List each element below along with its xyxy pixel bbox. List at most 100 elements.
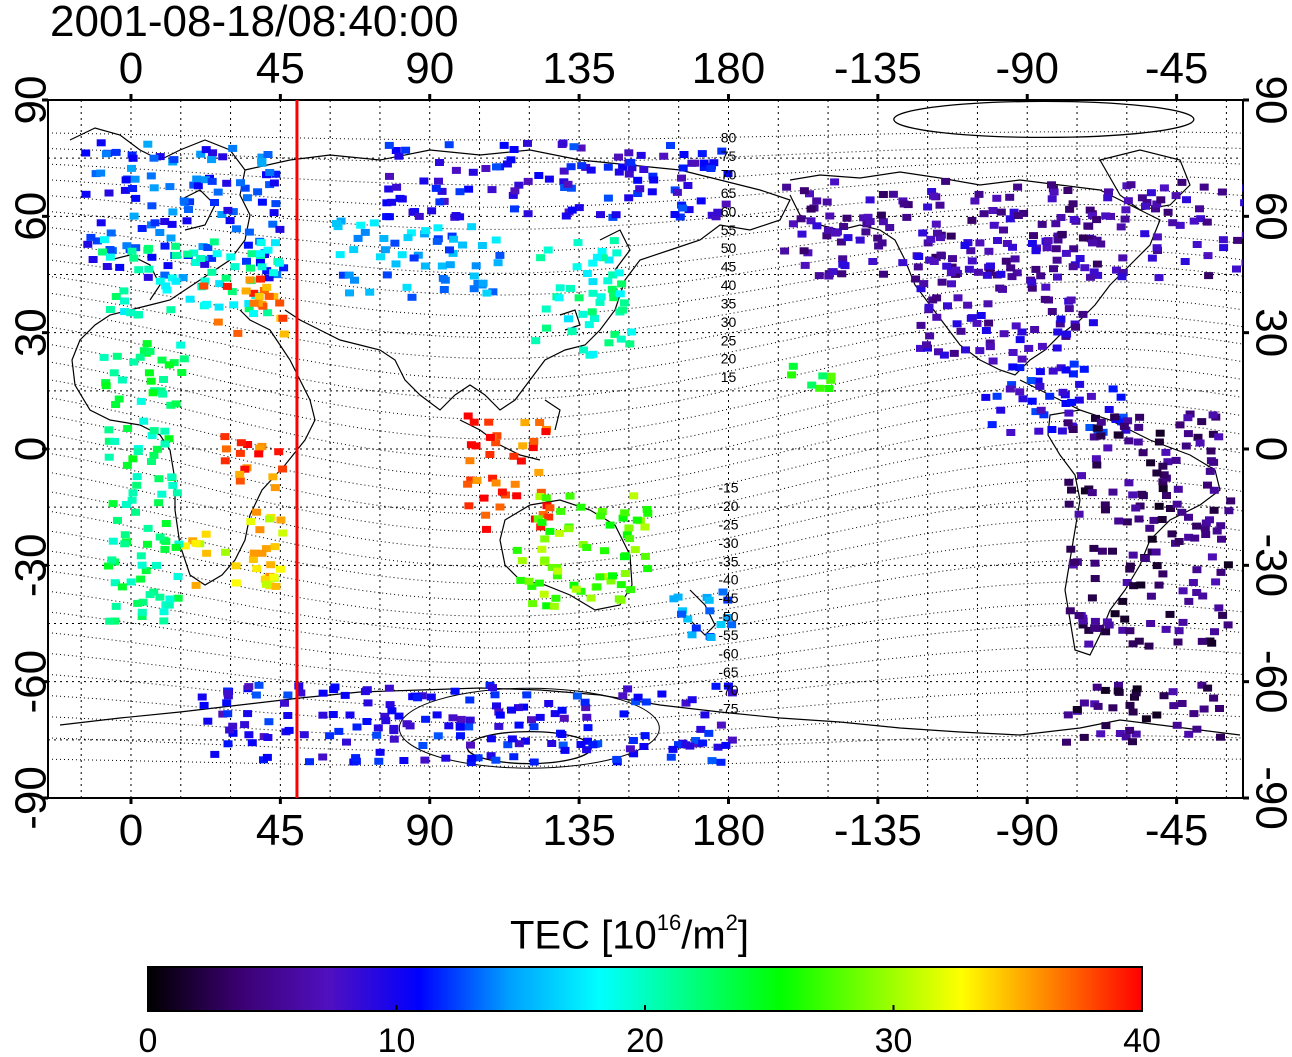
tec-cell <box>624 194 634 202</box>
tec-cell <box>1036 272 1046 280</box>
tec-cell <box>196 255 206 262</box>
tec-cell <box>228 722 238 730</box>
tec-cell <box>576 587 586 595</box>
tec-cell <box>523 177 533 185</box>
tec-cell <box>1084 626 1094 634</box>
tec-cell <box>1205 637 1215 645</box>
tec-cell <box>635 185 645 193</box>
tec-cell <box>633 176 643 184</box>
tec-cell <box>243 710 253 718</box>
tec-cell <box>264 292 274 300</box>
tec-cell <box>612 755 622 763</box>
tec-cell <box>1115 730 1125 737</box>
tec-cell <box>104 189 114 197</box>
tec-cell <box>1172 721 1182 729</box>
tec-cell <box>1030 326 1040 333</box>
tec-cell <box>566 184 576 192</box>
tec-cell <box>1288 178 1292 185</box>
tec-cell <box>1005 385 1015 393</box>
coastlines <box>59 127 1241 736</box>
tec-cell <box>136 552 146 560</box>
tec-cell <box>167 220 177 228</box>
contour-label: -40 <box>718 572 738 588</box>
tec-cell <box>160 218 170 225</box>
tec-cell <box>1192 725 1202 733</box>
tec-cell <box>711 682 721 690</box>
tec-cell <box>209 238 219 246</box>
tec-cell <box>639 743 649 750</box>
tec-cell <box>1122 579 1132 586</box>
tec-cell <box>988 357 998 365</box>
tec-cell <box>127 247 137 255</box>
tec-cell <box>1189 217 1199 225</box>
tec-cell <box>199 282 209 290</box>
tec-cell <box>1144 642 1154 650</box>
tec-cell <box>598 254 608 262</box>
tec-cell <box>806 217 816 225</box>
tec-cell <box>494 722 504 730</box>
tec-cell <box>625 535 635 543</box>
tec-cell <box>993 237 1002 244</box>
tec-cell <box>696 197 706 205</box>
tec-cell <box>888 190 898 198</box>
tec-cell <box>587 308 597 316</box>
tec-cell <box>418 742 428 749</box>
tec-cell <box>932 313 942 321</box>
tec-cell <box>996 208 1006 216</box>
tec-cell <box>136 397 146 405</box>
tec-cell <box>158 390 168 398</box>
tec-cell <box>519 703 529 711</box>
tec-cell <box>229 301 239 309</box>
tec-cell <box>1114 517 1124 525</box>
tec-cell <box>619 710 629 718</box>
tec-cell <box>1159 692 1169 700</box>
tec-cell <box>843 234 853 242</box>
tec-cell <box>482 289 492 297</box>
tec-cell <box>830 178 840 186</box>
tec-cell <box>397 251 407 259</box>
tec-cell <box>164 435 174 443</box>
tec-cell <box>855 236 865 244</box>
tec-cell <box>984 319 994 327</box>
tec-cell <box>105 306 115 313</box>
tec-cell <box>1031 408 1041 416</box>
tec-cell <box>972 319 982 327</box>
tec-cell <box>207 268 217 276</box>
tec-cell <box>603 194 613 202</box>
tec-cell <box>223 689 233 697</box>
tec-cell <box>1068 200 1078 208</box>
tec-cell <box>160 427 170 435</box>
tec-cell <box>988 207 998 214</box>
tec-cell <box>342 738 351 746</box>
tec-cell <box>522 691 532 699</box>
tec-cell <box>1216 568 1226 576</box>
tec-cell <box>215 280 225 288</box>
tec-cell <box>249 310 259 317</box>
tec-cell <box>941 177 951 185</box>
tec-cell <box>1210 628 1219 636</box>
tec-cell <box>220 457 230 465</box>
tec-cell <box>1064 500 1074 508</box>
tec-cell <box>563 180 573 188</box>
tec-cell <box>264 274 274 282</box>
tec-cell <box>127 496 137 504</box>
tec-cell <box>552 572 562 580</box>
tec-cell <box>466 759 476 767</box>
tec-cell <box>1183 414 1193 422</box>
tec-cell <box>709 159 719 167</box>
tec-cell <box>1152 469 1162 477</box>
tec-cell <box>271 200 281 208</box>
tec-cell <box>932 294 942 302</box>
tec-cell <box>1055 320 1065 328</box>
tec-cell <box>1008 243 1017 251</box>
tec-cell <box>966 247 976 255</box>
tec-cell <box>916 344 925 352</box>
tec-cell <box>143 140 153 148</box>
tec-cell <box>299 731 309 739</box>
tec-cell <box>1158 478 1168 486</box>
tec-cell <box>1159 184 1169 192</box>
tec-cell <box>976 312 986 319</box>
tec-cell <box>1165 610 1175 618</box>
tec-cell <box>1240 199 1243 207</box>
bottom-lon-tick-label: -135 <box>834 806 922 855</box>
